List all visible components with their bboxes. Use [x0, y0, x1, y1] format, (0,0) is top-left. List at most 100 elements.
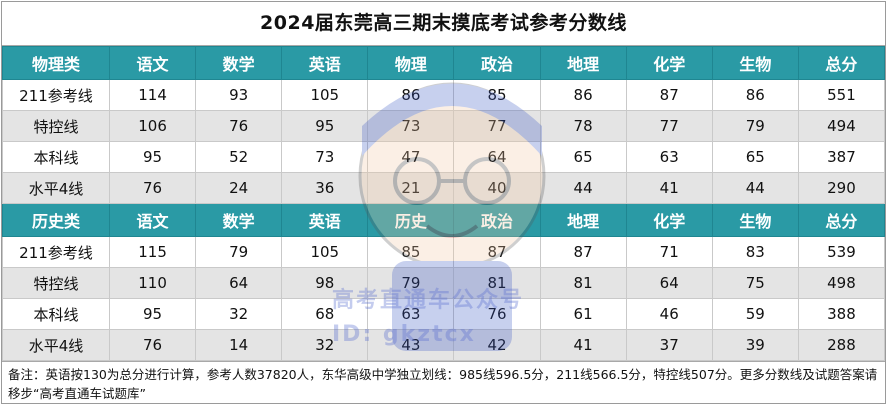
score-cell: 63: [367, 298, 455, 330]
score-cell: 83: [711, 236, 799, 268]
score-cell: 32: [195, 298, 283, 330]
score-cell: 64: [625, 267, 713, 299]
table-row: 211参考线 115 79 105 85 87 87 71 83 539: [2, 236, 886, 268]
score-cell: 290: [797, 172, 886, 204]
score-cell: 40: [453, 172, 541, 204]
score-cell: 81: [539, 267, 627, 299]
score-cell: 85: [367, 236, 455, 268]
score-cell: 76: [453, 298, 541, 330]
column-header: 语文: [108, 203, 197, 237]
column-header: 化学: [625, 203, 713, 237]
score-cell: 95: [108, 141, 197, 173]
score-cell: 93: [195, 79, 283, 111]
score-cell: 71: [625, 236, 713, 268]
row-label: 水平4线: [2, 329, 110, 361]
column-header: 数学: [195, 46, 283, 80]
table-row: 特控线 110 64 98 79 81 81 64 75 498: [2, 267, 886, 299]
column-header: 生物: [711, 46, 799, 80]
row-label: 水平4线: [2, 172, 110, 204]
score-cell: 87: [539, 236, 627, 268]
column-header: 历史类: [2, 203, 110, 237]
score-cell: 494: [797, 110, 886, 142]
score-cell: 44: [711, 172, 799, 204]
score-cell: 63: [625, 141, 713, 173]
table-row: 特控线 106 76 95 73 77 78 77 79 494: [2, 110, 886, 142]
score-cell: 61: [539, 298, 627, 330]
score-cell: 77: [453, 110, 541, 142]
row-label: 特控线: [2, 267, 110, 299]
score-cell: 44: [539, 172, 627, 204]
table-header-row: 历史类 语文 数学 英语 历史 政治 地理 化学 生物 总分: [2, 203, 886, 237]
score-cell: 388: [797, 298, 886, 330]
row-label: 211参考线: [2, 236, 110, 268]
table-row: 水平4线 76 14 32 43 42 41 37 39 288: [2, 329, 886, 361]
score-cell: 95: [108, 298, 197, 330]
score-cell: 95: [281, 110, 369, 142]
score-cell: 14: [195, 329, 283, 361]
score-cell: 539: [797, 236, 886, 268]
score-cell: 21: [367, 172, 455, 204]
score-cell: 114: [108, 79, 197, 111]
column-header: 地理: [539, 46, 627, 80]
score-cell: 59: [711, 298, 799, 330]
column-header: 数学: [195, 203, 283, 237]
score-cell: 76: [108, 172, 197, 204]
score-cell: 288: [797, 329, 886, 361]
score-cell: 43: [367, 329, 455, 361]
column-header: 化学: [625, 46, 713, 80]
score-cell: 387: [797, 141, 886, 173]
score-cell: 105: [281, 79, 369, 111]
score-cell: 87: [453, 236, 541, 268]
score-cell: 37: [625, 329, 713, 361]
score-cell: 65: [711, 141, 799, 173]
score-cell: 76: [195, 110, 283, 142]
score-cell: 98: [281, 267, 369, 299]
score-cell: 24: [195, 172, 283, 204]
row-label: 本科线: [2, 141, 110, 173]
score-cell: 76: [108, 329, 197, 361]
table-row: 本科线 95 32 68 63 76 61 46 59 388: [2, 298, 886, 330]
column-header: 物理: [367, 46, 455, 80]
score-cell: 68: [281, 298, 369, 330]
score-cell: 551: [797, 79, 886, 111]
footnote: 备注：英语按130为总分进行计算，参考人数37820人，东华高级中学独立划线：9…: [2, 361, 885, 407]
table-row: 水平4线 76 24 36 21 40 44 41 44 290: [2, 172, 886, 204]
score-cell: 47: [367, 141, 455, 173]
column-header: 总分: [797, 203, 886, 237]
score-cell: 42: [453, 329, 541, 361]
row-label: 特控线: [2, 110, 110, 142]
score-cell: 86: [367, 79, 455, 111]
table-row: 211参考线 114 93 105 86 85 86 87 86 551: [2, 79, 886, 111]
table-header-row: 物理类 语文 数学 英语 物理 政治 地理 化学 生物 总分: [2, 46, 886, 80]
row-label: 本科线: [2, 298, 110, 330]
score-cell: 77: [625, 110, 713, 142]
score-cell: 106: [108, 110, 197, 142]
column-header: 历史: [367, 203, 455, 237]
score-cell: 73: [367, 110, 455, 142]
score-cell: 87: [625, 79, 713, 111]
score-cell: 41: [539, 329, 627, 361]
score-cell: 79: [195, 236, 283, 268]
score-cell: 41: [625, 172, 713, 204]
score-cell: 64: [453, 141, 541, 173]
score-cell: 81: [453, 267, 541, 299]
column-header: 生物: [711, 203, 799, 237]
page-title: 2024届东莞高三期末摸底考试参考分数线: [2, 2, 885, 46]
score-cell: 73: [281, 141, 369, 173]
score-cell: 46: [625, 298, 713, 330]
column-header: 英语: [281, 203, 369, 237]
score-cell: 79: [367, 267, 455, 299]
score-cell: 498: [797, 267, 886, 299]
score-table: 物理类 语文 数学 英语 物理 政治 地理 化学 生物 总分 211参考线 114 93 105 86 85 8…: [2, 46, 886, 361]
score-cell: 75: [711, 267, 799, 299]
score-cell: 105: [281, 236, 369, 268]
score-cell: 65: [539, 141, 627, 173]
score-cell: 86: [539, 79, 627, 111]
column-header: 政治: [453, 203, 541, 237]
score-cell: 32: [281, 329, 369, 361]
table-row: 本科线 95 52 73 47 64 65 63 65 387: [2, 141, 886, 173]
column-header: 总分: [797, 46, 886, 80]
score-cell: 39: [711, 329, 799, 361]
column-header: 物理类: [2, 46, 110, 80]
